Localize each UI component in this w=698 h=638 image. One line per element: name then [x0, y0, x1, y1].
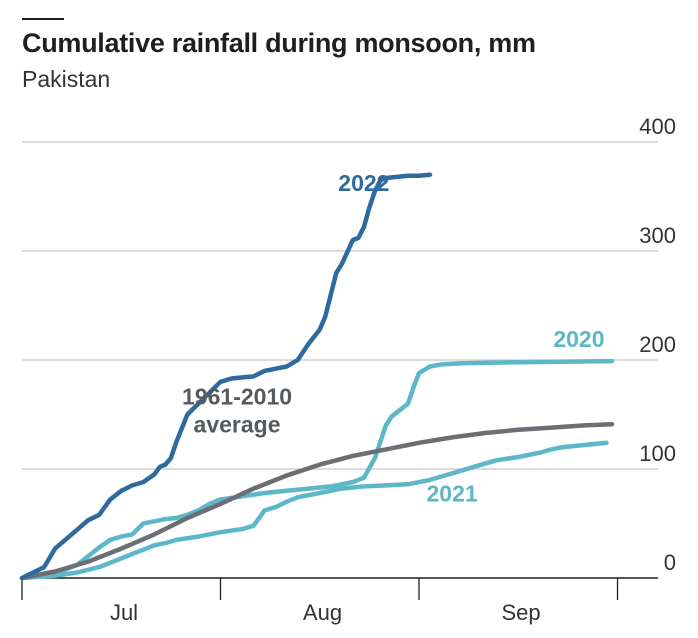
- x-tick-label-aug: Aug: [303, 600, 342, 625]
- x-tick-label-jul: Jul: [110, 600, 138, 625]
- y-axis-labels: 0 100 200 300 400: [639, 114, 676, 575]
- series-line-2021: [19, 440, 609, 581]
- series-layer: [19, 172, 615, 581]
- chart-title: Cumulative rainfall during monsoon, mm: [22, 28, 536, 58]
- x-tick-label-sep: Sep: [501, 600, 540, 625]
- series-line-2020: [19, 358, 615, 581]
- top-rule: [22, 18, 64, 20]
- series-labels: 2022 2020 2021 1961-2010 average: [182, 170, 604, 507]
- x-axis: Jul Aug Sep: [21, 578, 619, 625]
- series-label-1961-2010-average: 1961-2010 average: [182, 384, 292, 438]
- series-line-1961-2010-average: [19, 422, 615, 581]
- series-label-2020: 2020: [553, 326, 604, 352]
- y-tick-label: 0: [664, 550, 676, 575]
- y-tick-label: 100: [639, 441, 676, 466]
- y-tick-label: 300: [639, 223, 676, 248]
- series-label-2021: 2021: [427, 481, 478, 507]
- chart-subtitle: Pakistan: [22, 66, 111, 92]
- y-tick-label: 400: [639, 114, 676, 139]
- series-label-2022: 2022: [338, 170, 389, 196]
- y-tick-label: 200: [639, 332, 676, 357]
- series-line-2022: [19, 172, 433, 581]
